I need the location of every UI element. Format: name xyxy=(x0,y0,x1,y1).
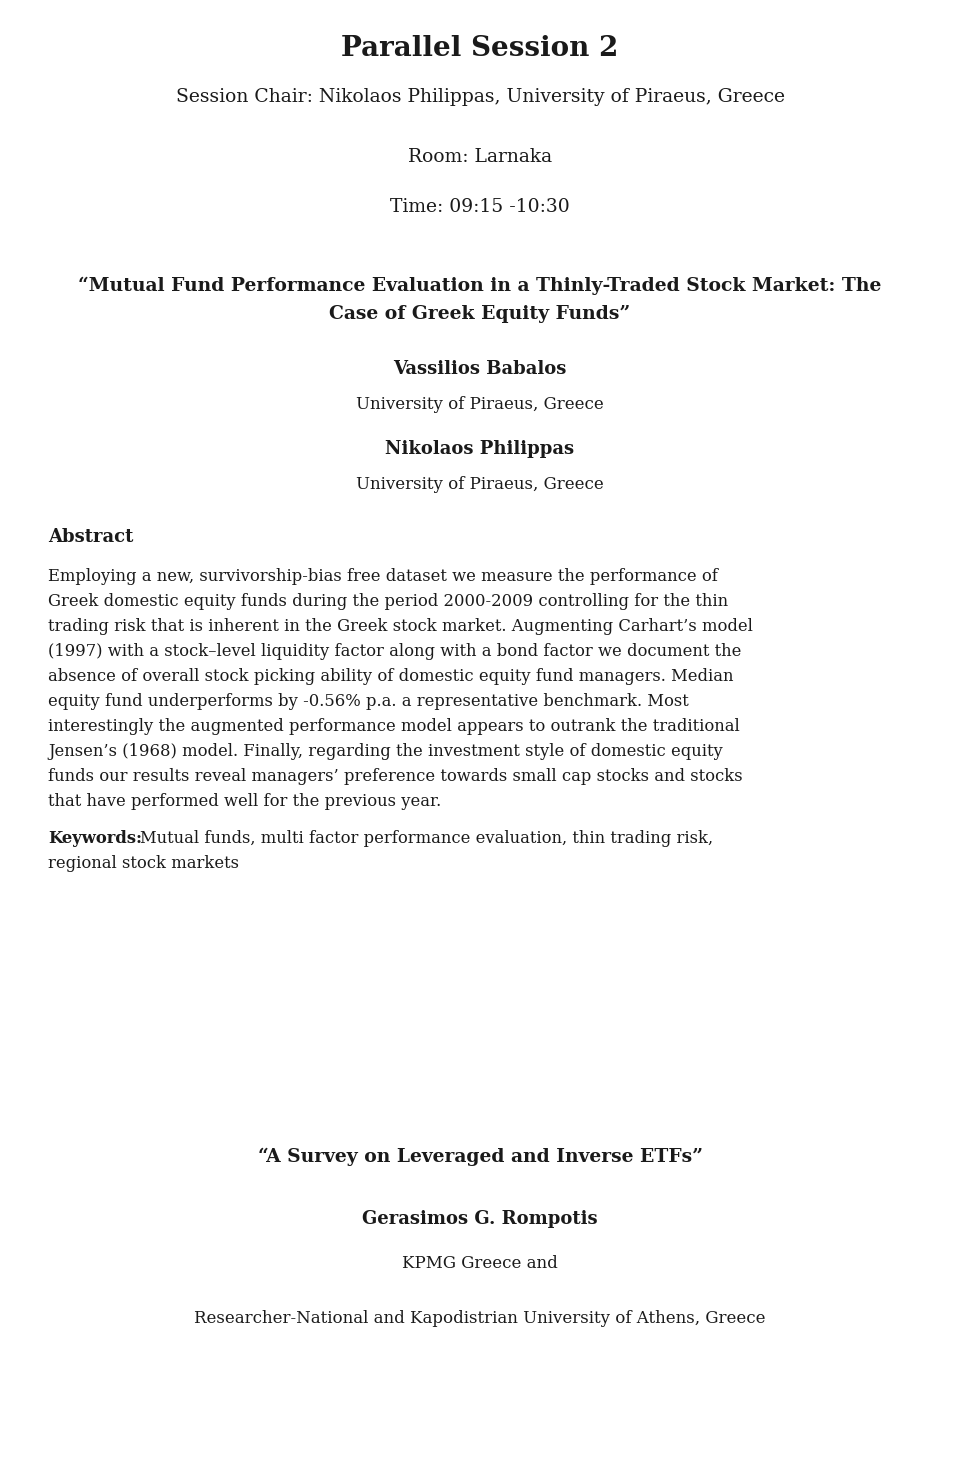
Text: “A Survey on Leveraged and Inverse ETFs”: “A Survey on Leveraged and Inverse ETFs” xyxy=(257,1149,703,1166)
Text: Keywords:: Keywords: xyxy=(48,830,142,847)
Text: University of Piraeus, Greece: University of Piraeus, Greece xyxy=(356,476,604,493)
Text: University of Piraeus, Greece: University of Piraeus, Greece xyxy=(356,396,604,413)
Text: Nikolaos Philippas: Nikolaos Philippas xyxy=(385,439,575,459)
Text: (1997) with a stock–level liquidity factor along with a bond factor we document : (1997) with a stock–level liquidity fact… xyxy=(48,643,741,660)
Text: that have performed well for the previous year.: that have performed well for the previou… xyxy=(48,792,442,810)
Text: Gerasimos G. Rompotis: Gerasimos G. Rompotis xyxy=(362,1209,598,1227)
Text: Room: Larnaka: Room: Larnaka xyxy=(408,148,552,166)
Text: Employing a new, survivorship-bias free dataset we measure the performance of: Employing a new, survivorship-bias free … xyxy=(48,568,718,585)
Text: Parallel Session 2: Parallel Session 2 xyxy=(342,36,618,62)
Text: Vassilios Babalos: Vassilios Babalos xyxy=(394,361,566,378)
Text: regional stock markets: regional stock markets xyxy=(48,855,239,873)
Text: funds our results reveal managers’ preference towards small cap stocks and stock: funds our results reveal managers’ prefe… xyxy=(48,769,743,785)
Text: interestingly the augmented performance model appears to outrank the traditional: interestingly the augmented performance … xyxy=(48,718,740,735)
Text: Abstract: Abstract xyxy=(48,528,133,546)
Text: Mutual funds, multi factor performance evaluation, thin trading risk,: Mutual funds, multi factor performance e… xyxy=(140,830,713,847)
Text: trading risk that is inherent in the Greek stock market. Augmenting Carhart’s mo: trading risk that is inherent in the Gre… xyxy=(48,617,753,635)
Text: absence of overall stock picking ability of domestic equity fund managers. Media: absence of overall stock picking ability… xyxy=(48,668,733,686)
Text: equity fund underperforms by -0.56% p.a. a representative benchmark. Most: equity fund underperforms by -0.56% p.a.… xyxy=(48,693,688,709)
Text: Jensen’s (1968) model. Finally, regarding the investment style of domestic equit: Jensen’s (1968) model. Finally, regardin… xyxy=(48,743,723,760)
Text: Researcher-National and Kapodistrian University of Athens, Greece: Researcher-National and Kapodistrian Uni… xyxy=(194,1310,766,1327)
Text: Case of Greek Equity Funds”: Case of Greek Equity Funds” xyxy=(329,306,631,324)
Text: Time: 09:15 -10:30: Time: 09:15 -10:30 xyxy=(390,197,570,217)
Text: “Mutual Fund Performance Evaluation in a Thinly-Traded Stock Market: The: “Mutual Fund Performance Evaluation in a… xyxy=(79,278,881,295)
Text: Greek domestic equity funds during the period 2000-2009 controlling for the thin: Greek domestic equity funds during the p… xyxy=(48,594,728,610)
Text: KPMG Greece and: KPMG Greece and xyxy=(402,1255,558,1272)
Text: Session Chair: Nikolaos Philippas, University of Piraeus, Greece: Session Chair: Nikolaos Philippas, Unive… xyxy=(176,88,784,105)
